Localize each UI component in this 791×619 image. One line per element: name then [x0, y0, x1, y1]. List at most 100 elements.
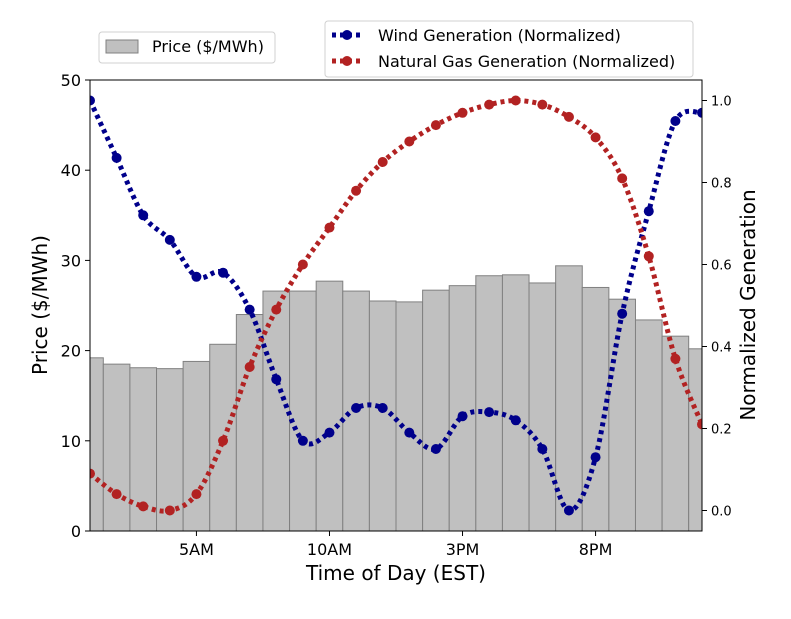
legend-generation-frame: [324, 20, 694, 78]
gas-point: [510, 95, 521, 106]
gas-point: [430, 120, 441, 131]
gas-point: [563, 111, 574, 122]
y2-tick-label: 1.0: [711, 95, 732, 110]
y-axis-title: Price ($/MWh): [28, 235, 52, 375]
wind-point: [138, 210, 149, 221]
legend-gas-label: Natural Gas Generation (Normalized): [378, 52, 675, 71]
price-bar: [475, 275, 503, 531]
wind-series: [90, 95, 702, 516]
price-bar: [102, 363, 131, 531]
wind-point: [563, 505, 574, 516]
gas-point: [643, 251, 654, 262]
legend-price-label: Price ($/MWh): [152, 37, 264, 56]
x-tick-label: 8PM: [579, 540, 613, 559]
y2-tick-label: 0.6: [711, 259, 732, 274]
y2-tick-label: 0.2: [711, 423, 732, 438]
wind-point: [457, 411, 468, 422]
y-axis-left: 0 10 20 30 40 50: [61, 71, 90, 541]
wind-point: [590, 452, 601, 463]
price-bars: [90, 265, 702, 531]
gas-point: [457, 107, 468, 118]
plot-frame: [89, 79, 703, 532]
legend-generation: Wind Generation (Normalized) Natural Gas…: [324, 20, 694, 78]
gas-point: [244, 362, 255, 372]
gas-point: [697, 419, 702, 430]
y2-axis-title: Normalized Generation: [736, 189, 760, 420]
wind-point: [404, 427, 415, 438]
x-tick-label: 3PM: [446, 540, 480, 559]
y2-tick-label: 0.4: [711, 341, 732, 356]
wind-point: [537, 444, 548, 454]
gas-point: [297, 259, 308, 270]
wind-point: [111, 152, 122, 163]
wind-point: [351, 403, 362, 413]
y-tick-label: 10: [61, 432, 81, 451]
wind-point: [244, 304, 255, 315]
wind-point: [430, 444, 441, 454]
gas-point: [90, 468, 95, 479]
y-tick-label: 50: [61, 71, 81, 90]
legend-gas-marker: [342, 56, 352, 66]
price-bar: [688, 348, 702, 531]
wind-point: [377, 403, 388, 413]
price-bar: [315, 280, 344, 531]
y-axis-right: 0.0 0.2 0.4 0.6 0.8 1.0: [702, 95, 732, 520]
gas-point: [164, 505, 175, 516]
legend-wind-label: Wind Generation (Normalized): [378, 26, 621, 45]
gas-series: [90, 95, 702, 516]
y-tick-label: 30: [61, 251, 81, 270]
wind-point: [670, 116, 681, 126]
y2-tick-label: 0.0: [711, 505, 732, 520]
gas-point: [484, 99, 495, 110]
wind-point: [484, 407, 495, 418]
wind-point: [324, 427, 335, 438]
legend-wind-marker: [342, 30, 352, 40]
gas-point: [111, 489, 122, 500]
gas-point: [271, 304, 282, 315]
gas-point: [617, 173, 628, 184]
x-tick-label: 5AM: [179, 540, 214, 559]
wind-point: [164, 234, 175, 245]
price-bar: [528, 282, 557, 531]
gas-point: [670, 353, 681, 364]
gas-point: [351, 185, 362, 196]
y-tick-label: 40: [61, 161, 81, 180]
wind-point: [218, 267, 229, 278]
price-bar: [395, 301, 424, 531]
price-bar: [422, 289, 450, 531]
legend-price: Price ($/MWh): [98, 31, 276, 64]
price-bar: [368, 300, 397, 531]
price-bar: [501, 274, 530, 531]
gas-point: [377, 157, 388, 167]
y-tick-label: 20: [61, 342, 81, 361]
price-bar: [289, 290, 317, 531]
price-bar: [634, 319, 663, 531]
gas-point: [537, 99, 548, 110]
x-axis-title: Time of Day (EST): [305, 561, 486, 585]
generation-lines: [90, 95, 702, 516]
gas-point: [191, 489, 202, 500]
price-bar: [608, 298, 636, 531]
y2-tick-label: 0.8: [711, 177, 732, 192]
legend-price-swatch: [105, 39, 139, 54]
price-bar: [448, 285, 477, 531]
wind-point: [643, 206, 654, 217]
gas-point: [404, 136, 415, 147]
x-axis: 5AM 10AM 3PM 8PM: [179, 531, 612, 559]
x-tick-label: 10AM: [307, 540, 352, 559]
wind-point: [90, 95, 95, 106]
wind-point: [617, 308, 628, 319]
wind-point: [697, 107, 702, 118]
gas-point: [590, 132, 601, 143]
y-tick-label: 0: [71, 522, 81, 541]
price-bar: [661, 335, 690, 531]
wind-point: [297, 435, 308, 446]
legend-price-frame: [98, 31, 276, 64]
wind-point: [271, 374, 282, 385]
wind-point: [191, 271, 202, 282]
wind-point: [510, 415, 521, 426]
gas-point: [218, 435, 229, 446]
gas-point: [138, 501, 149, 512]
price-bar: [262, 290, 291, 531]
